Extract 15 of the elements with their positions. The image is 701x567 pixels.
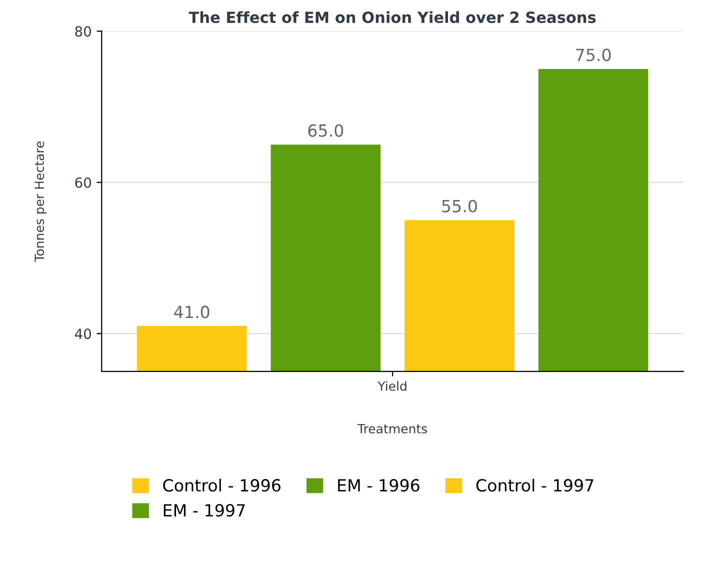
chart-title: The Effect of EM on Onion Yield over 2 Seasons (188, 11, 596, 24)
legend-label: EM - 1996 (338, 479, 420, 492)
legend-label: Control - 1997 (476, 478, 594, 492)
data-label: 75.0 (576, 48, 611, 62)
x-axis-title: Treatments (357, 424, 428, 434)
data-label: 41.0 (174, 306, 210, 318)
y-axis-title: Tonnes per Hectare (34, 141, 46, 262)
data-label: 55.0 (442, 200, 477, 212)
y-tick-label: 60 (75, 177, 91, 188)
y-tick-label: 40 (74, 328, 91, 340)
y-tick-label: 80 (75, 26, 91, 37)
legend-label: EM - 1997 (164, 504, 245, 517)
x-tick-label: Yield (378, 381, 406, 391)
data-label: 65.0 (308, 124, 344, 137)
legend-label: Control - 1996 (163, 478, 280, 492)
